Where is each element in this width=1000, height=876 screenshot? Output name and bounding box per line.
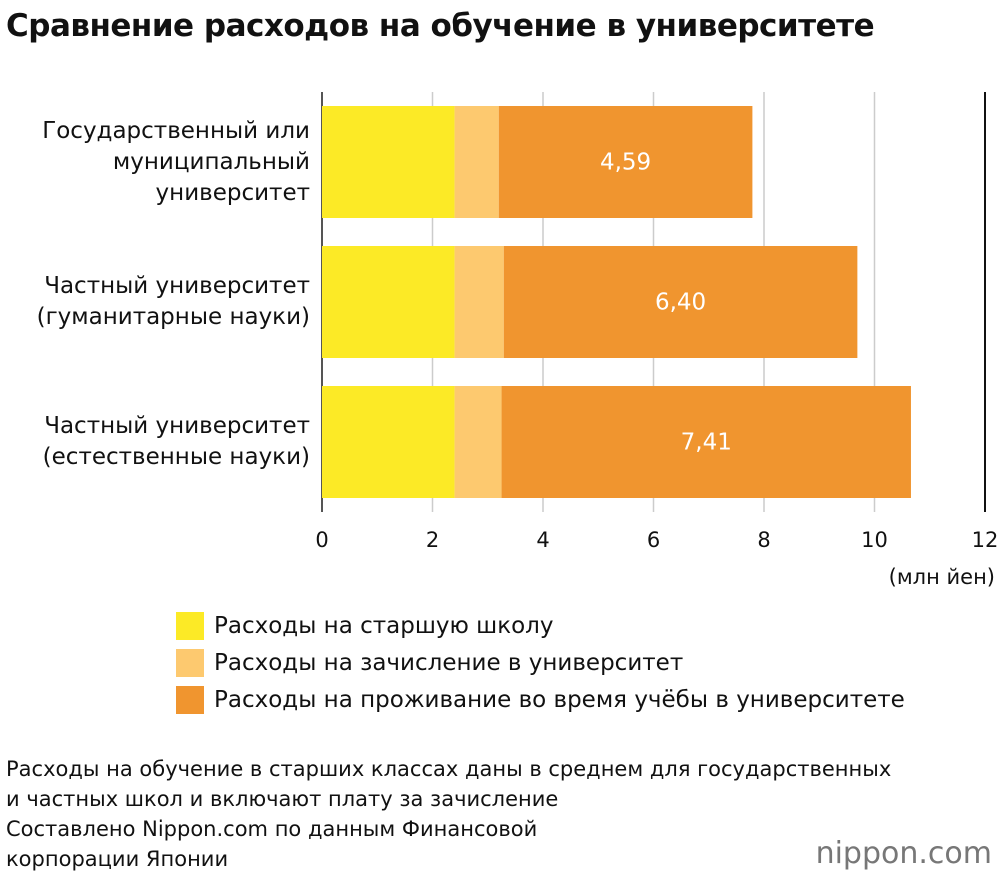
legend-label: Расходы на старшую школу <box>214 613 554 639</box>
note: Составлено Nippon.com по данным Финансов… <box>6 817 538 871</box>
data-label: 4,59 <box>600 150 651 176</box>
x-tick-label: 10 <box>861 528 888 552</box>
legend-label: Расходы на проживание во время учёбы в у… <box>214 687 905 713</box>
bar-segment <box>498 106 753 218</box>
chart-title: Сравнение расходов на обучение в универс… <box>6 8 875 44</box>
legend-item: Расходы на проживание во время учёбы в у… <box>176 685 905 715</box>
bar-segment <box>454 246 504 358</box>
legend-label: Расходы на зачисление в университет <box>214 650 684 676</box>
logo: nippon.com <box>815 836 992 871</box>
x-tick-label: 0 <box>315 528 328 552</box>
legend-swatch <box>176 649 204 677</box>
bar-segment <box>454 386 502 498</box>
data-label: 6,40 <box>655 290 706 316</box>
bar-segment <box>322 106 455 218</box>
category-label: Государственный или муниципальный универ… <box>42 117 310 206</box>
category-label: Частный университет (гуманитарные науки) <box>36 273 310 330</box>
note: Расходы на обучение в старших классах да… <box>6 757 892 811</box>
x-tick-label: 2 <box>426 528 439 552</box>
bar-segment <box>503 246 858 358</box>
legend-item: Расходы на зачисление в университет <box>176 648 683 678</box>
x-tick-label: 8 <box>757 528 770 552</box>
x-tick-label: 12 <box>972 528 999 552</box>
x-tick-label: 6 <box>647 528 660 552</box>
bar-segment <box>501 386 911 498</box>
x-tick-label: 4 <box>536 528 549 552</box>
x-axis-label: (млн йен) <box>888 565 995 589</box>
bar-segment <box>322 386 455 498</box>
category-label: Частный университет (естественные науки) <box>42 413 310 470</box>
bar-segment <box>454 106 499 218</box>
legend-swatch <box>176 612 204 640</box>
data-label: 7,41 <box>681 430 732 456</box>
legend-swatch <box>176 686 204 714</box>
bar-segment <box>322 246 455 358</box>
legend-item: Расходы на старшую школу <box>176 611 554 641</box>
